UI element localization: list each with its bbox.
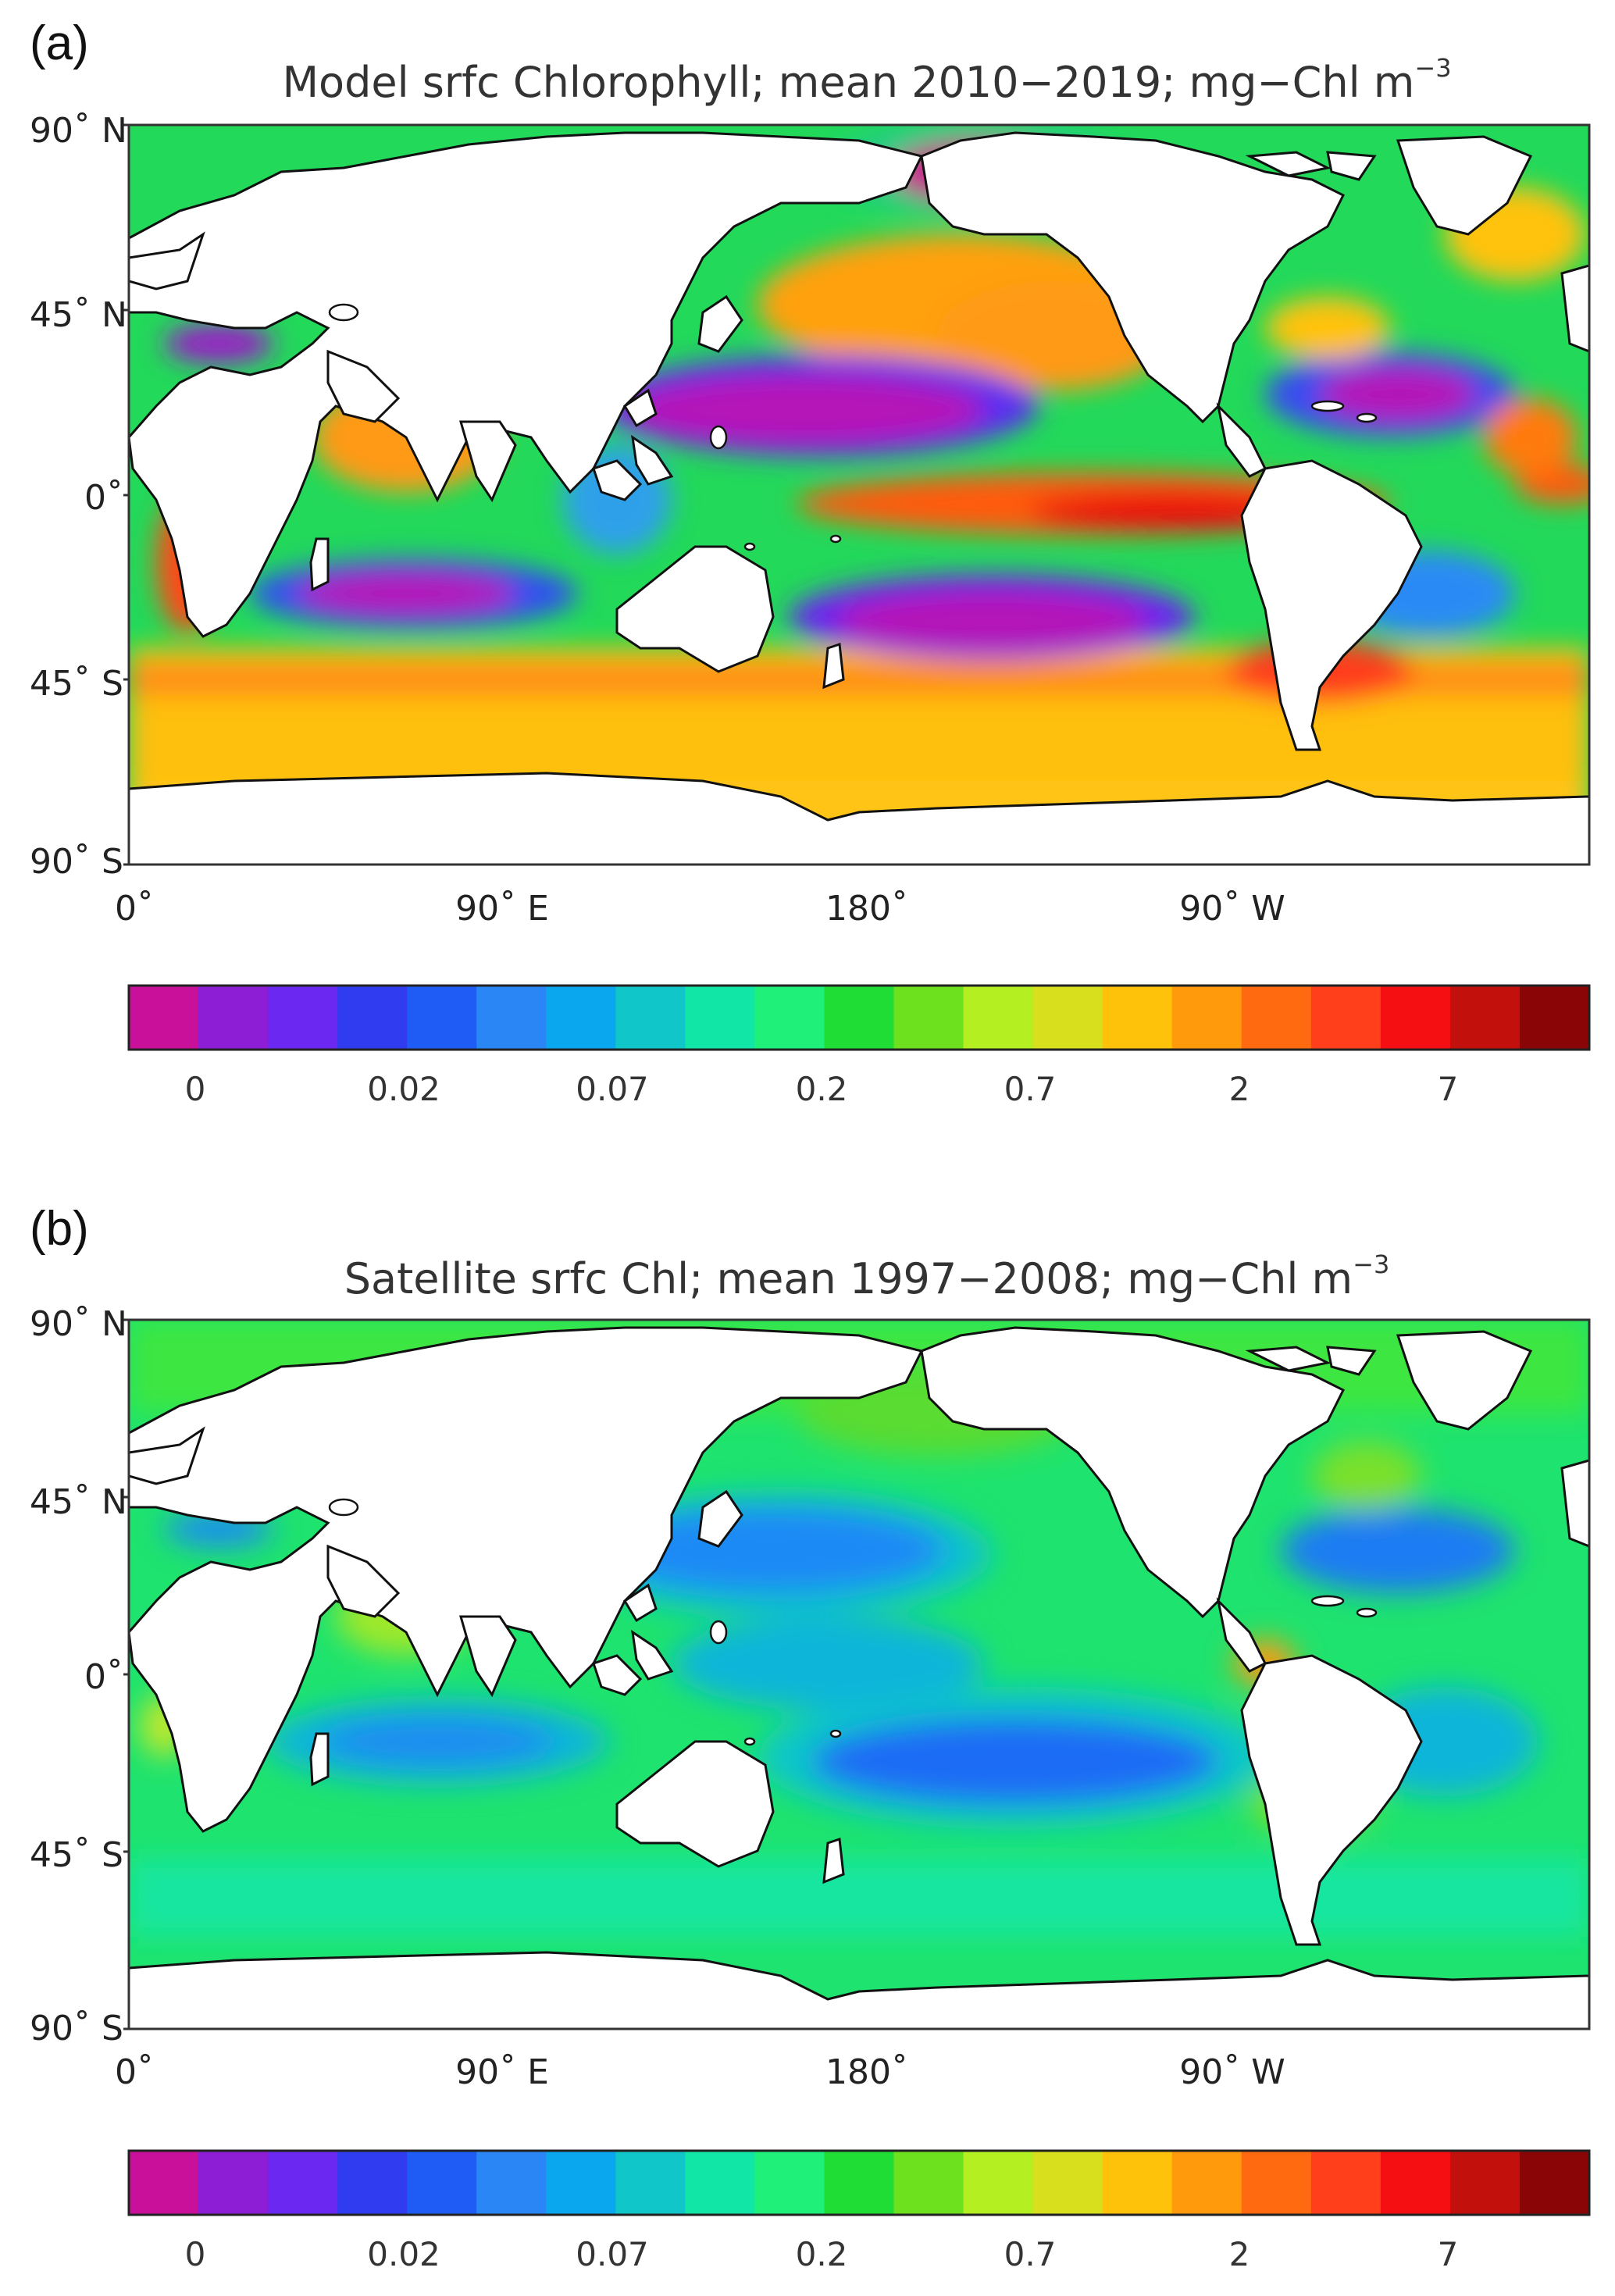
colorbar-tick: 7: [1437, 2235, 1459, 2273]
colorbar-swatch: [198, 986, 269, 1050]
lon-label-90e: 90˚ E: [455, 889, 549, 929]
colorbar-swatch: [268, 986, 338, 1050]
map-figure: [123, 1318, 1591, 2216]
colorbar-tick: 7: [1437, 1070, 1459, 1108]
colorbar-frame: [127, 984, 1591, 1051]
lon-label-90w: 90˚ W: [1179, 2052, 1285, 2092]
colorbar-tick: 2: [1228, 2235, 1250, 2273]
colorbar: [129, 986, 1590, 1050]
colorbar-swatch: [1171, 2151, 1242, 2215]
colorbar-swatch: [1449, 2151, 1521, 2215]
colorbar-tick: 0.02: [367, 1070, 440, 1108]
colorbar-swatch: [1032, 986, 1103, 1050]
land-masses: [129, 1326, 1589, 2029]
lat-label-45s: 45˚ S: [30, 1835, 123, 1875]
colorbar-swatch: [893, 986, 964, 1050]
colorbar-tick: 0: [184, 1070, 206, 1108]
colorbar-swatch: [824, 986, 895, 1050]
colorbar-swatch: [1519, 986, 1590, 1050]
chlorophyll-field: [129, 125, 1589, 865]
colorbar-swatch: [615, 2151, 686, 2215]
colorbar-swatch: [615, 986, 686, 1050]
colorbar-swatch: [1102, 2151, 1173, 2215]
colorbar-tick: 0.7: [1004, 1070, 1057, 1108]
colorbar-swatch: [1102, 986, 1173, 1050]
colorbar-swatch: [893, 2151, 964, 2215]
lat-label-45s: 45˚ S: [30, 664, 123, 704]
panel-letter: (b): [30, 1202, 89, 1256]
colorbar-frame: [127, 2149, 1591, 2216]
map-title: Model srfc Chlorophyll; mean 2010−2019; …: [282, 53, 1452, 107]
colorbar-swatch: [1310, 986, 1381, 1050]
lon-label-180: 180˚: [825, 2052, 908, 2092]
colorbar-tick: 0.2: [795, 2235, 848, 2273]
colorbar-swatch: [198, 2151, 269, 2215]
lat-label-90s: 90˚ S: [30, 2009, 123, 2048]
colorbar-swatch: [1380, 986, 1451, 1050]
map-title: Satellite srfc Chl; mean 1997−2008; mg−C…: [344, 1250, 1390, 1303]
colorbar-tick: 2: [1228, 1070, 1250, 1108]
colorbar-swatch: [685, 2151, 756, 2215]
colorbar-swatch: [476, 986, 547, 1050]
colorbar-swatch: [1241, 986, 1312, 1050]
colorbar-tick: 0: [184, 2235, 206, 2273]
panel-letter: (a): [30, 16, 89, 70]
colorbar-swatch: [546, 2151, 617, 2215]
colorbar-swatch: [1519, 2151, 1590, 2215]
colorbar-swatch: [754, 986, 825, 1050]
colorbar-swatch: [268, 2151, 338, 2215]
lat-label-0: 0˚: [84, 478, 123, 518]
map-figure: [123, 123, 1591, 1051]
lon-label-0: 0˚: [115, 889, 154, 929]
lat-label-90n: 90˚ N: [30, 1304, 127, 1344]
lat-label-45n: 45˚ N: [30, 295, 127, 335]
colorbar-swatch: [963, 2151, 1034, 2215]
colorbar-swatch: [1241, 2151, 1312, 2215]
colorbar-swatch: [754, 2151, 825, 2215]
lon-label-180: 180˚: [825, 889, 908, 929]
colorbar-swatch: [1310, 2151, 1381, 2215]
colorbar-swatch: [1171, 986, 1242, 1050]
colorbar-swatch: [407, 2151, 478, 2215]
land-masses: [129, 131, 1589, 865]
colorbar-tick: 0.07: [576, 2235, 649, 2273]
colorbar-swatch: [546, 986, 617, 1050]
lat-label-90n: 90˚ N: [30, 111, 127, 151]
colorbar-swatch: [337, 986, 408, 1050]
colorbar-swatch: [129, 2151, 199, 2215]
colorbar-swatch: [407, 986, 478, 1050]
axis-ticks: [123, 1318, 129, 2030]
colorbar-swatch: [685, 986, 756, 1050]
colorbar-swatch: [1032, 2151, 1103, 2215]
lat-label-90s: 90˚ S: [30, 842, 123, 882]
colorbar-tick: 0.07: [576, 1070, 649, 1108]
axis-ticks: [123, 123, 129, 866]
colorbar-tick: 0.2: [795, 1070, 848, 1108]
lat-label-0: 0˚: [84, 1657, 123, 1697]
colorbar-swatch: [1380, 2151, 1451, 2215]
colorbar-swatch: [476, 2151, 547, 2215]
colorbar-tick: 0.02: [367, 2235, 440, 2273]
panel-a: (a) Model srfc Chlorophyll; mean 2010−20…: [30, 16, 1591, 1108]
lon-label-90w: 90˚ W: [1179, 889, 1285, 929]
colorbar: [129, 2151, 1590, 2215]
panel-b: (b) Satellite srfc Chl; mean 1997−2008; …: [0, 1179, 1615, 2296]
colorbar-swatch: [337, 2151, 408, 2215]
colorbar-tick: 0.7: [1004, 2235, 1057, 2273]
colorbar-swatch: [129, 986, 199, 1050]
chlorophyll-field: [129, 1320, 1589, 2029]
colorbar-swatch: [963, 986, 1034, 1050]
lon-label-0: 0˚: [115, 2052, 154, 2092]
colorbar-swatch: [824, 2151, 895, 2215]
lon-label-90e: 90˚ E: [455, 2052, 549, 2092]
lat-label-45n: 45˚ N: [30, 1482, 127, 1522]
colorbar-swatch: [1449, 986, 1521, 1050]
